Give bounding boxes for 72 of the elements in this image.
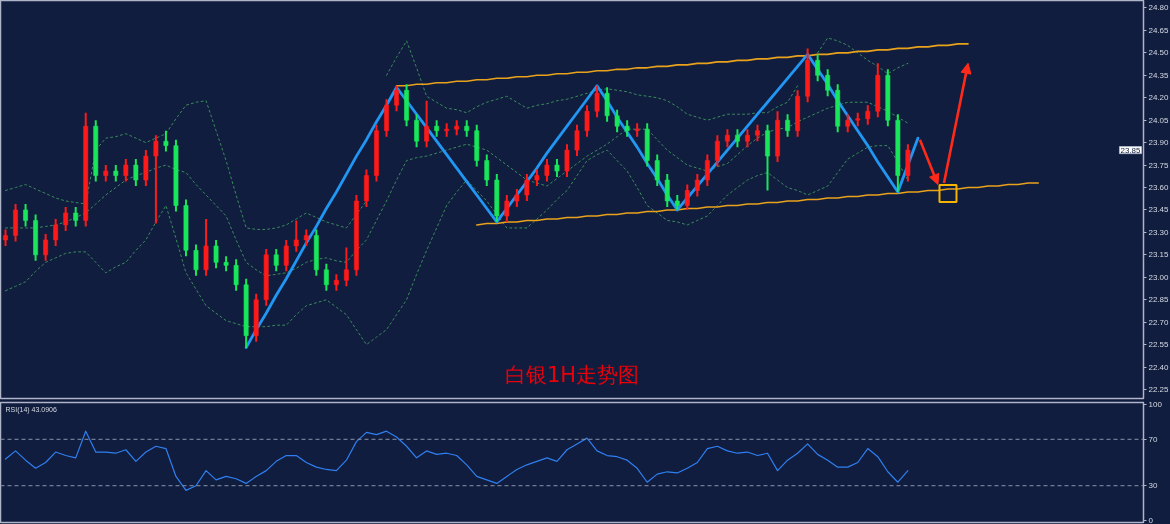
candlestick bbox=[203, 217, 209, 277]
candlestick bbox=[424, 99, 430, 149]
candlestick bbox=[684, 183, 690, 211]
candlestick bbox=[293, 219, 299, 253]
y-tick-label: 23.90 bbox=[1148, 138, 1170, 148]
y-tick-label: 100 bbox=[1148, 399, 1163, 409]
candlestick bbox=[654, 153, 660, 188]
candlestick bbox=[213, 238, 219, 270]
line-series bbox=[5, 145, 909, 346]
line-series bbox=[475, 182, 1040, 226]
candlestick bbox=[123, 158, 129, 183]
candlestick bbox=[23, 202, 28, 228]
candlestick bbox=[233, 258, 239, 292]
y-tick-label: 23.75 bbox=[1148, 160, 1170, 170]
candlestick bbox=[414, 113, 419, 149]
y-tick-label: 23.30 bbox=[1148, 227, 1170, 237]
candlestick bbox=[604, 86, 610, 123]
y-tick-label: 30 bbox=[1148, 481, 1158, 491]
y-tick-label: 24.65 bbox=[1148, 25, 1170, 35]
y-tick-label: 22.70 bbox=[1148, 317, 1170, 327]
candlestick bbox=[825, 68, 831, 98]
y-tick-label: 24.20 bbox=[1148, 93, 1170, 103]
candlestick bbox=[664, 173, 670, 208]
candlestick bbox=[53, 217, 59, 247]
y-tick-label: 24.50 bbox=[1148, 48, 1170, 58]
line-series bbox=[395, 43, 969, 87]
y-tick-label: 0 bbox=[1148, 516, 1154, 524]
candlestick bbox=[484, 153, 490, 188]
candlestick bbox=[344, 246, 349, 288]
line-series bbox=[244, 52, 920, 350]
candlestick bbox=[704, 153, 710, 188]
candlestick bbox=[193, 243, 199, 277]
candlestick bbox=[273, 247, 279, 273]
candlestick bbox=[714, 134, 720, 168]
candlestick bbox=[504, 194, 510, 223]
y-tick-label: 24.35 bbox=[1148, 70, 1170, 80]
candlestick bbox=[323, 262, 329, 292]
candlestick bbox=[815, 53, 821, 83]
candlestick bbox=[133, 158, 139, 188]
candlestick bbox=[584, 104, 590, 138]
y-tick-label: 22.55 bbox=[1148, 340, 1170, 350]
candlestick bbox=[544, 158, 550, 183]
candlestick bbox=[694, 173, 700, 198]
annotation: 23.85 bbox=[1120, 145, 1142, 155]
y-tick-label: 23.45 bbox=[1148, 205, 1170, 215]
candlestick bbox=[865, 104, 871, 126]
y-tick-label: 22.25 bbox=[1148, 385, 1170, 395]
candlestick bbox=[524, 173, 530, 202]
candlestick bbox=[594, 84, 600, 119]
y-tick-label: 24.80 bbox=[1148, 3, 1170, 13]
candlestick bbox=[574, 123, 580, 158]
candlestick bbox=[614, 108, 620, 134]
y-tick-label: 23.00 bbox=[1148, 272, 1170, 282]
y-tick-label: 23.60 bbox=[1148, 183, 1170, 193]
candlestick bbox=[283, 238, 289, 273]
y-tick-label: 22.40 bbox=[1148, 362, 1170, 372]
candlestick bbox=[153, 134, 159, 225]
candlestick bbox=[143, 149, 149, 188]
candlestick bbox=[785, 113, 790, 138]
candlestick bbox=[394, 84, 399, 113]
y-tick-label: 23.15 bbox=[1148, 250, 1170, 260]
candlestick bbox=[564, 143, 570, 179]
y-tick-label: 24.05 bbox=[1148, 115, 1170, 125]
candlestick bbox=[163, 129, 169, 153]
candlestick bbox=[73, 205, 79, 228]
line-series bbox=[5, 101, 909, 277]
y-tick-label: 70 bbox=[1148, 434, 1158, 444]
line-series bbox=[4, 430, 909, 491]
candlestick bbox=[63, 205, 69, 232]
y-tick-label: 22.85 bbox=[1148, 295, 1170, 305]
annotation: 白银1H走势图 bbox=[504, 363, 640, 388]
candlestick bbox=[43, 232, 49, 262]
